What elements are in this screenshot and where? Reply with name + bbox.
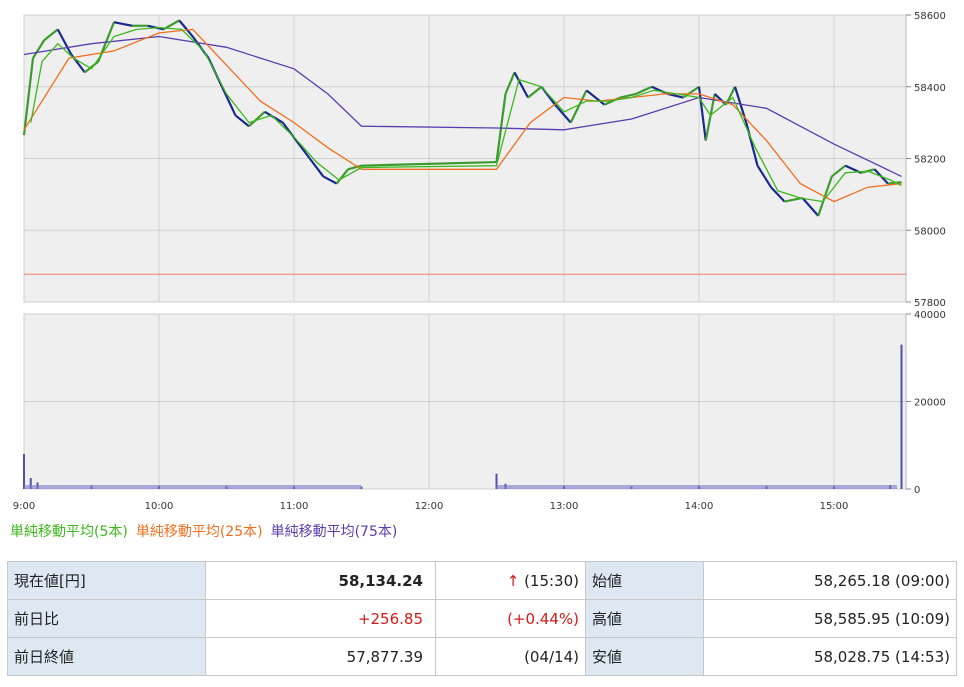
price-candle-segment (43, 28, 59, 41)
current-price-time: ↑ (15:30) (435, 561, 586, 600)
price-candle-segment (347, 164, 362, 171)
price-candle-segment (308, 157, 325, 178)
price-candle-segment (745, 122, 759, 166)
low-value: 58,028.75 (14:53) (703, 637, 957, 676)
price-candle-segment (322, 175, 338, 185)
price-candle-segment (554, 103, 572, 124)
price-candle-segment (295, 139, 311, 160)
price-candle-segment (756, 165, 772, 188)
open-value: 58,265.18 (09:00) (703, 561, 957, 600)
open-label: 始値 (585, 561, 704, 600)
low-label: 安値 (585, 637, 704, 676)
chart-legend: 単純移動平均(5本) 単純移動平均(25本) 単純移動平均(75本) (10, 521, 405, 541)
prev-close-value: 57,877.39 (205, 637, 436, 676)
change-percent: (+0.44%) (435, 599, 586, 638)
price-candle-segment (178, 19, 194, 38)
price-candle-segment (32, 39, 46, 59)
x-tick-label: 14:00 (685, 501, 714, 512)
price-candle-segment (620, 92, 637, 99)
change-value: +256.85 (205, 599, 436, 638)
price-candle-segment (831, 164, 846, 178)
price-candle-segment (697, 86, 707, 141)
volume-bar (495, 473, 498, 489)
quote-row-prev-close: 前日終値 57,877.39 (04/14) 安値 58,028.75 (14:… (7, 637, 957, 676)
price-candle-segment (704, 93, 716, 141)
price-candle-segment (22, 57, 35, 136)
price-tick-label: 58400 (914, 83, 946, 94)
price-candle-segment (651, 85, 668, 95)
price-candle-segment (713, 93, 727, 106)
price-tick-label: 57800 (914, 298, 946, 309)
x-tick-label: 9:00 (13, 501, 35, 512)
price-candle-segment (784, 196, 803, 203)
volume-tick-label: 40000 (914, 310, 946, 321)
intraday-chart: 9:00 10:00 11:00 12:00 13:00 14:00 15:00 57800 5… (13, 11, 946, 512)
up-arrow-icon: ↑ (506, 571, 520, 590)
price-candle-segment (801, 197, 820, 217)
current-price-value: 58,134.24 (205, 561, 436, 600)
price-tick-label: 58000 (914, 226, 946, 237)
price-candle-segment (770, 186, 786, 203)
volume-baseline (496, 485, 897, 489)
high-label: 高値 (585, 599, 704, 638)
price-candle-segment (56, 28, 73, 55)
volume-tick-label: 0 (914, 485, 920, 496)
price-candle-segment (234, 114, 250, 128)
quote-row-current: 現在値[円] 58,134.24 ↑ (15:30) 始値 58,265.18 … (7, 561, 957, 600)
change-label: 前日比 (7, 599, 206, 638)
ma25-line (23, 28, 902, 203)
price-candle-segment (527, 85, 543, 99)
x-tick-label: 11:00 (280, 501, 309, 512)
price-candle-segment (248, 111, 266, 128)
volume-bar (900, 344, 903, 489)
price-candle-segment (635, 85, 653, 95)
prev-close-date: (04/14) (435, 637, 586, 676)
volume-baseline (24, 485, 362, 489)
price-candle-segment (569, 89, 588, 124)
ma75-line (23, 35, 902, 177)
x-tick-label: 15:00 (820, 501, 849, 512)
volume-tick-label: 20000 (914, 398, 946, 409)
current-price-label: 現在値[円] (7, 561, 206, 600)
prev-close-label: 前日終値 (7, 637, 206, 676)
price-candle-segment (585, 89, 606, 106)
ma5-line (30, 26, 902, 203)
legend-ma75: 単純移動平均(75本) (270, 524, 398, 540)
price-tick-label: 58600 (914, 11, 946, 22)
price-candle-segment (504, 71, 516, 95)
legend-ma5: 単純移動平均(5本) (10, 524, 128, 540)
x-tick-label: 10:00 (145, 501, 174, 512)
quote-table: 現在値[円] 58,134.24 ↑ (15:30) 始値 58,265.18 … (7, 561, 957, 676)
volume-bar (29, 478, 32, 489)
price-candle-segment (361, 160, 497, 167)
high-value: 58,585.95 (10:09) (703, 599, 957, 638)
price-candle-segment (335, 168, 349, 185)
price-candle-segment (113, 21, 133, 27)
x-tick-label: 13:00 (550, 501, 579, 512)
price-candle-segment (221, 86, 237, 116)
price-candle-segment (887, 181, 902, 185)
volume-bar (23, 454, 25, 489)
price-tick-label: 58200 (914, 155, 946, 166)
quote-row-change: 前日比 +256.85 (+0.44%) 高値 58,585.95 (10:09… (7, 599, 957, 638)
x-tick-label: 12:00 (415, 501, 444, 512)
legend-ma25: 単純移動平均(25本) (135, 524, 263, 540)
price-candle-segment (513, 71, 529, 99)
current-time-text: (15:30) (524, 571, 579, 590)
